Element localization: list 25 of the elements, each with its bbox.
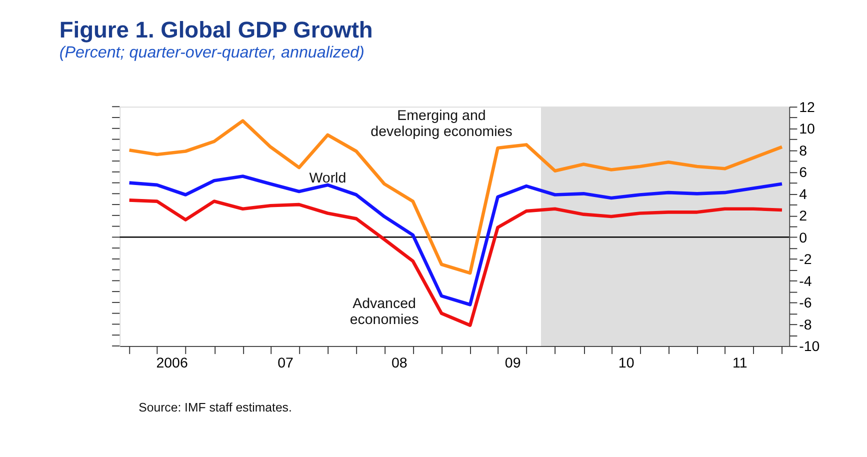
chart-subtitle: (Percent; quarter-over-quarter, annualized) bbox=[59, 43, 364, 62]
y-tick-label: -10 bbox=[799, 339, 820, 356]
source-note: Source: IMF staff estimates. bbox=[138, 400, 292, 414]
line-series bbox=[128, 198, 784, 327]
y-tick-label: 2 bbox=[799, 208, 808, 225]
y-tick-label: -2 bbox=[799, 252, 812, 268]
x-tick-label: 08 bbox=[391, 355, 408, 372]
y-tick-label: 0 bbox=[799, 230, 808, 246]
y-tick-label: -4 bbox=[799, 274, 812, 290]
y-tick-label: 10 bbox=[799, 122, 816, 138]
y-tick-label: 8 bbox=[799, 143, 808, 160]
x-tick-label: 10 bbox=[618, 355, 634, 372]
y-tick-label: 4 bbox=[799, 186, 808, 203]
y-tick-label: -8 bbox=[799, 317, 812, 334]
y-tick-label: 6 bbox=[799, 165, 808, 182]
x-tick-label: 11 bbox=[732, 355, 748, 372]
x-tick-label: 2006 bbox=[156, 355, 188, 372]
series-label: Emerging and developing economies bbox=[370, 108, 512, 140]
x-tick-label: 07 bbox=[278, 355, 294, 372]
series-label: World bbox=[309, 170, 346, 187]
series-label: Advanced economies bbox=[350, 296, 419, 328]
x-tick-label: 09 bbox=[504, 355, 521, 372]
y-tick-label: -6 bbox=[799, 296, 812, 312]
y-tick-label: 12 bbox=[799, 100, 816, 116]
chart-title: Figure 1. Global GDP Growth bbox=[59, 16, 373, 42]
